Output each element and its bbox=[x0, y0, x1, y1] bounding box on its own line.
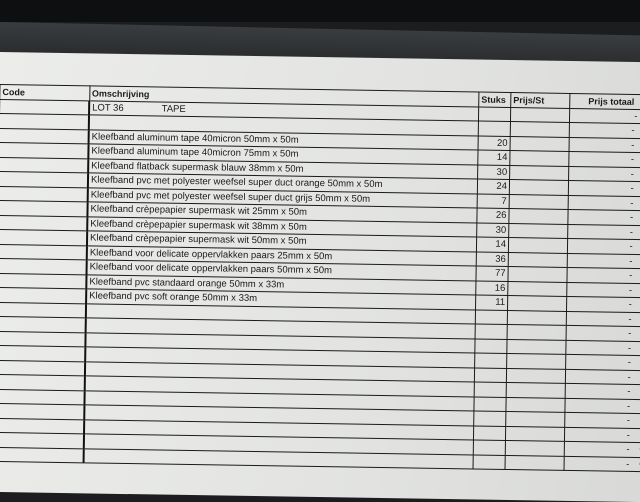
total-cell: - € bbox=[564, 441, 640, 458]
unit-price-cell bbox=[508, 237, 568, 253]
total-cell: - € bbox=[566, 296, 640, 313]
total-cell: - € bbox=[568, 165, 640, 182]
lot-table: Code Omschrijving Stuks Prijs/St Prijs t… bbox=[0, 84, 640, 472]
qty-cell: 36 bbox=[476, 251, 509, 267]
total-cell: - € bbox=[569, 122, 640, 139]
qty-cell: 77 bbox=[475, 266, 509, 282]
code-cell bbox=[0, 258, 87, 275]
total-cell: - € bbox=[567, 209, 640, 226]
code-cell bbox=[0, 243, 87, 260]
total-cell: - € bbox=[565, 339, 640, 356]
total-cell: - € bbox=[565, 368, 640, 385]
unit-price-cell bbox=[507, 266, 568, 282]
total-cell: - € bbox=[566, 310, 640, 327]
code-cell bbox=[0, 185, 88, 202]
unit-price-cell bbox=[508, 223, 568, 239]
total-cell: - € bbox=[567, 223, 640, 240]
header-code: Code bbox=[0, 84, 90, 101]
code-cell bbox=[0, 272, 87, 289]
lot-number: LOT 36 bbox=[92, 102, 124, 114]
qty-cell: 16 bbox=[475, 280, 508, 296]
total-cell: - € bbox=[566, 267, 640, 284]
header-total: Prijs totaal bbox=[569, 93, 640, 110]
total-cell: - € bbox=[568, 151, 640, 168]
qty-cell: 7 bbox=[477, 193, 510, 209]
qty-cell: 20 bbox=[478, 135, 511, 151]
unit-price-cell bbox=[507, 281, 567, 297]
code-cell bbox=[0, 142, 89, 159]
total-cell: - € bbox=[564, 426, 640, 443]
qty-cell: 11 bbox=[475, 295, 508, 311]
total-cell: - € bbox=[563, 455, 640, 472]
header-qty: Stuks bbox=[478, 92, 511, 108]
document-sheet: Code Omschrijving Stuks Prijs/St Prijs t… bbox=[0, 52, 640, 502]
total-cell: - € bbox=[567, 252, 640, 269]
unit-price-cell bbox=[509, 194, 569, 210]
unit-price-cell bbox=[510, 136, 570, 152]
unit-price-cell bbox=[509, 165, 569, 181]
total-cell: - € bbox=[565, 354, 640, 371]
total-cell: - € bbox=[568, 194, 640, 211]
unit-price-cell bbox=[508, 252, 568, 268]
qty-cell: 30 bbox=[476, 222, 509, 238]
total-cell: - € bbox=[565, 383, 640, 400]
unit-price-cell bbox=[509, 179, 569, 195]
total-cell: - € bbox=[566, 325, 640, 342]
total-cell: - € bbox=[564, 397, 640, 414]
qty-cell: 30 bbox=[477, 164, 510, 180]
unit-price-cell bbox=[509, 150, 570, 166]
unit-price-cell bbox=[507, 295, 567, 311]
unit-price-cell bbox=[508, 208, 569, 224]
code-cell bbox=[0, 127, 89, 144]
lot-title: TAPE bbox=[161, 103, 186, 115]
code-cell bbox=[0, 171, 89, 188]
total-cell: - € bbox=[568, 180, 640, 197]
total-cell: - € bbox=[564, 412, 640, 429]
total-cell: - € bbox=[569, 107, 640, 124]
code-cell bbox=[0, 214, 88, 231]
code-cell bbox=[0, 287, 87, 304]
dark-background bbox=[0, 0, 640, 22]
code-cell bbox=[0, 200, 88, 217]
code-cell bbox=[0, 229, 88, 246]
qty-cell: 14 bbox=[476, 237, 509, 253]
header-unit-price: Prijs/St bbox=[510, 92, 570, 108]
qty-cell: 14 bbox=[477, 150, 511, 166]
qty-cell: 24 bbox=[477, 179, 510, 195]
code-cell bbox=[0, 156, 89, 173]
total-cell: - € bbox=[566, 281, 640, 298]
total-cell: - € bbox=[569, 136, 640, 153]
total-cell: - € bbox=[567, 238, 640, 255]
qty-cell: 26 bbox=[476, 208, 510, 224]
